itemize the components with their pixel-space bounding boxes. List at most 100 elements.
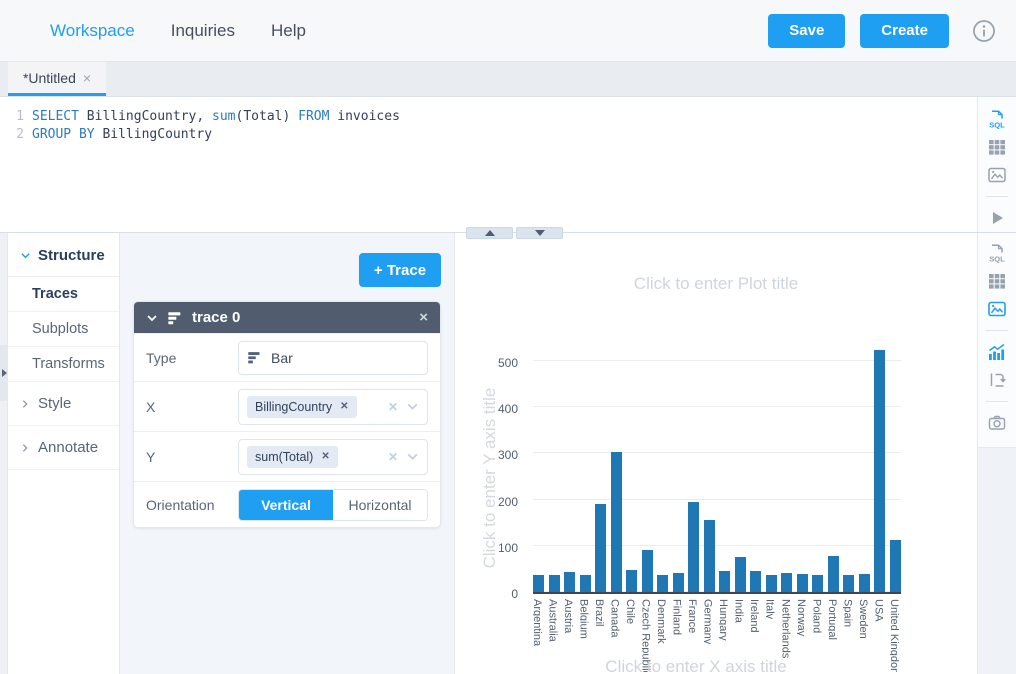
x-chip[interactable]: BillingCountry ✕ (247, 395, 357, 418)
type-value: Bar (271, 349, 293, 366)
collapse-up-icon[interactable] (466, 227, 513, 239)
x-label: X (146, 398, 156, 415)
x-tick-label: Sweden (858, 599, 869, 639)
bar (595, 504, 607, 592)
clear-selection-icon[interactable]: ✕ (387, 449, 398, 464)
x-tick-label: Denmark (657, 599, 668, 644)
nav-help[interactable]: Help (270, 20, 306, 40)
tab-untitled[interactable]: *Untitled × (8, 62, 106, 96)
y-row: Y sum(Total) ✕ ✕ (134, 431, 440, 481)
sql-code[interactable]: SELECT BillingCountry, sum(Total) FROM i… (32, 108, 400, 232)
sql-editor[interactable]: 1 2 SELECT BillingCountry, sum(Total) FRO… (0, 97, 977, 232)
y-column-select[interactable]: sum(Total) ✕ ✕ (238, 438, 428, 475)
trace-card-header[interactable]: trace 0 × (134, 302, 440, 333)
y-tick-label: 0 (511, 587, 518, 601)
trace-type-select[interactable]: Bar (238, 340, 428, 375)
chip-remove-icon[interactable]: ✕ (321, 451, 330, 462)
bar (548, 574, 560, 592)
trace-editor-panel: + Trace trace 0 × Type Bar X (120, 233, 454, 674)
plot-area[interactable] (533, 343, 901, 594)
tab-bar: *Untitled × (0, 62, 1016, 97)
bar (657, 574, 669, 592)
y-chip[interactable]: sum(Total) ✕ (247, 445, 338, 468)
nav-inquiries[interactable]: Inquiries (170, 20, 235, 40)
x-tick-label: Netherlands (781, 599, 792, 659)
x-tick-label: Czech Republic (641, 599, 652, 672)
chevron-down-icon[interactable] (406, 400, 419, 413)
image-icon[interactable] (987, 299, 1007, 319)
table-icon[interactable] (987, 137, 1007, 157)
bar-series (533, 343, 901, 592)
sql-file-icon[interactable]: SQL (987, 109, 1007, 129)
x-tick-label: Brazil (595, 599, 606, 627)
run-icon[interactable] (987, 208, 1007, 228)
chevron-right-icon (22, 399, 28, 408)
y-tick-label: 500 (497, 356, 518, 370)
structure-sidebar: Structure Traces Subplots Transforms Sty… (8, 233, 120, 674)
add-trace-button[interactable]: + Trace (359, 253, 441, 287)
line-number: 1 (16, 109, 24, 124)
code-line[interactable]: SELECT BillingCountry, sum(Total) FROM i… (32, 109, 400, 124)
sidebar-item-traces[interactable]: Traces (8, 277, 119, 312)
bar (765, 574, 777, 592)
bar (874, 350, 886, 592)
x-tick-label: Ireland (750, 599, 761, 633)
line-number: 2 (16, 127, 24, 142)
collapse-down-icon[interactable] (516, 227, 563, 239)
type-row: Type Bar (134, 333, 440, 381)
bar (672, 572, 684, 592)
image-icon[interactable] (987, 165, 1007, 185)
x-axis-title-placeholder[interactable]: Click to enter X axis title (605, 657, 787, 674)
x-tick-label: Hungary (719, 599, 730, 641)
sidebar-item-transforms[interactable]: Transforms (8, 347, 119, 382)
orientation-horizontal-button[interactable]: Horizontal (333, 489, 427, 520)
x-tick-label: Portugal (827, 599, 838, 640)
plot-title-placeholder[interactable]: Click to enter Plot title (633, 274, 799, 293)
svg-text:SQL: SQL (989, 121, 1005, 129)
bar (719, 570, 731, 592)
main-nav: Workspace Inquiries Help (50, 21, 306, 41)
bar (641, 550, 653, 592)
bar-trace-icon (168, 311, 181, 324)
resize-icon[interactable] (987, 370, 1007, 390)
orientation-vertical-button[interactable]: Vertical (239, 489, 333, 520)
info-icon[interactable] (972, 19, 996, 43)
tab-title: *Untitled (22, 69, 76, 86)
nav-workspace[interactable]: Workspace (50, 20, 135, 40)
gridline (533, 498, 901, 500)
bar (889, 539, 901, 592)
x-tick-label: United Kingdom (889, 599, 900, 672)
sql-file-icon[interactable]: SQL (987, 243, 1007, 263)
structure-header[interactable]: Structure (8, 233, 119, 277)
code-line[interactable]: GROUP BY BillingCountry (32, 127, 213, 142)
x-tick-label: Norway (796, 599, 807, 637)
chip-remove-icon[interactable]: ✕ (340, 401, 349, 412)
camera-icon[interactable] (987, 413, 1007, 433)
clear-selection-icon[interactable]: ✕ (387, 399, 398, 414)
sidebar-item-subplots[interactable]: Subplots (8, 312, 119, 347)
expand-sidebar-handle[interactable] (0, 345, 8, 401)
chevron-down-icon[interactable] (406, 450, 419, 463)
chart-icon[interactable] (987, 342, 1007, 362)
bar (533, 574, 544, 592)
x-tick-label: Canada (610, 599, 621, 638)
y-axis-ticks: 0 100 200 300 400 500 (488, 343, 524, 601)
y-tick-label: 400 (497, 402, 518, 417)
tab-close-icon[interactable]: × (82, 69, 92, 86)
workspace-row: Structure Traces Subplots Transforms Sty… (0, 227, 1016, 674)
x-tick-label: India (734, 599, 745, 623)
create-button[interactable]: Create (860, 13, 949, 48)
sidebar-group-annotate[interactable]: Annotate (8, 426, 119, 470)
trace-close-icon[interactable]: × (419, 309, 428, 326)
editor-row: 1 2 SELECT BillingCountry, sum(Total) FRO… (0, 97, 1016, 233)
y-tick-label: 200 (497, 494, 518, 509)
x-tick-label: Finland (672, 599, 683, 636)
bar-trace-icon (248, 352, 260, 364)
x-tick-label: Italy (765, 599, 776, 620)
x-column-select[interactable]: BillingCountry ✕ ✕ (238, 388, 428, 425)
top-bar: Workspace Inquiries Help Save Create (0, 0, 1016, 62)
sidebar-group-style[interactable]: Style (8, 382, 119, 426)
table-icon[interactable] (987, 271, 1007, 291)
save-button[interactable]: Save (768, 13, 846, 48)
